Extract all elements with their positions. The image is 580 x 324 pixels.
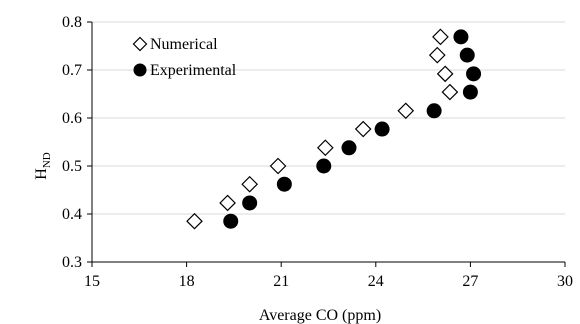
data-points [186,28,482,230]
numerical-point [441,83,459,101]
numerical-point [316,139,334,157]
gridlines [92,21,565,215]
experimental-point [242,195,258,211]
experimental-point [453,29,469,45]
experimental-point [374,121,390,137]
numerical-point [432,28,449,46]
experimental-point [223,213,239,229]
x-tick-label: 18 [179,273,195,290]
y-tick-label: 0.7 [62,62,82,79]
experimental-point [426,103,442,119]
x-tick-label: 15 [84,273,100,290]
legend-marker-numerical [132,36,148,52]
y-axis-title: HND [33,152,53,180]
y-tick-label: 0.8 [62,14,82,31]
y-axis-title-subscript: ND [41,152,53,168]
y-tick-label: 0.4 [62,206,82,223]
experimental-point [459,47,475,63]
experimental-point [462,84,478,100]
legend-label-numerical: Numerical [150,36,218,53]
x-axis-title: Average CO (ppm) [259,307,381,324]
y-tick-label: 0.6 [62,110,82,127]
legend: Numerical Experimental [132,36,237,79]
y-axis-title-main: H [33,168,50,180]
axes [87,21,566,267]
numerical-point [269,157,287,175]
numerical-point [219,194,236,212]
x-tick-label: 30 [557,273,573,290]
x-tick-label: 27 [462,273,478,290]
y-tick-label: 0.5 [62,158,82,175]
legend-label-experimental: Experimental [150,62,237,79]
x-tick-label: 21 [273,273,289,290]
numerical-point [241,175,259,193]
numerical-point [397,102,415,120]
numerical-point [186,212,203,230]
experimental-point [316,158,332,174]
experimental-point [341,140,357,156]
experimental-point [276,176,292,192]
x-tick-label: 24 [368,273,384,290]
legend-marker-experimental [133,63,147,77]
experimental-point [466,66,482,82]
y-tick-label: 0.3 [62,254,82,271]
tick-labels: 15 18 21 24 27 30 0.3 0.4 0.5 0.6 0.7 0.8 [62,14,573,290]
numerical-point [428,46,446,64]
numerical-point [354,120,372,138]
numerical-point [436,65,454,83]
